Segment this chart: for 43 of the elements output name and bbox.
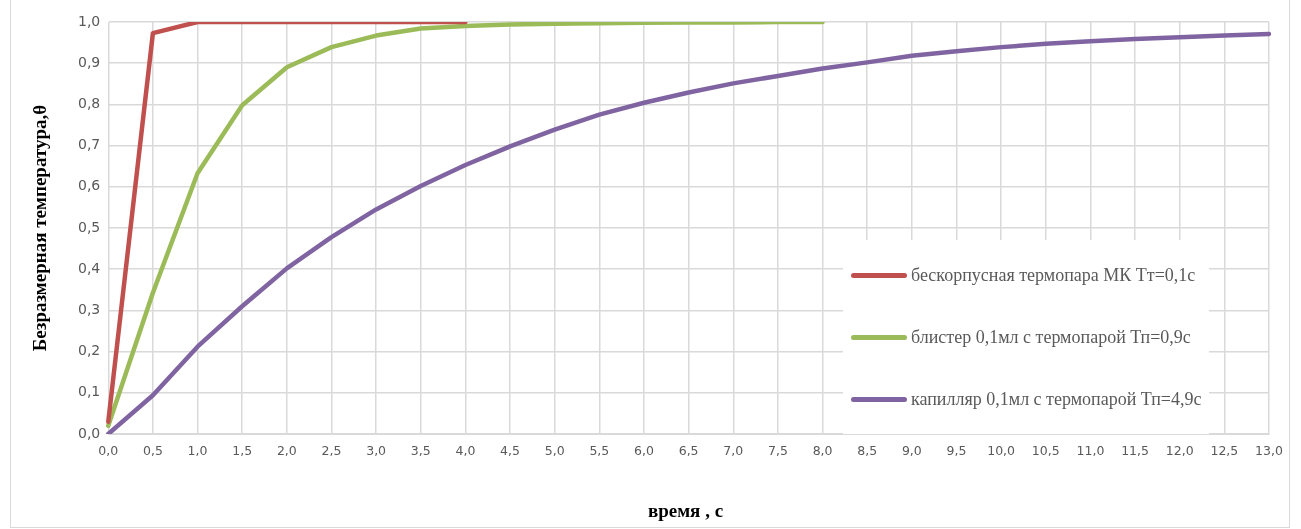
x-tick-label: 3,0 (366, 442, 387, 458)
y-tick-label: 1,0 (78, 12, 101, 29)
y-tick-label: 0,3 (78, 301, 101, 318)
y-tick-label: 0,4 (78, 259, 101, 276)
x-tick-label: 13,0 (1255, 442, 1283, 458)
x-tick-label: 11,5 (1121, 442, 1149, 458)
y-tick-label: 0,1 (78, 383, 101, 400)
legend-label: бескорпусная термопара МК Тт=0,1с (911, 264, 1196, 286)
x-tick-label: 5,5 (589, 442, 610, 458)
x-tick-label: 6,5 (678, 442, 699, 458)
x-tick-label: 10,0 (987, 442, 1016, 458)
x-tick-label: 7,0 (723, 442, 744, 458)
x-tick-label: 7,5 (767, 442, 788, 458)
x-tick-label: 8,5 (857, 442, 878, 458)
y-tick-label: 0,0 (78, 424, 101, 441)
y-tick-label: 0,7 (78, 136, 101, 153)
x-tick-label: 2,5 (321, 442, 342, 458)
x-tick-label: 1,5 (232, 442, 253, 458)
x-tick-label: 5,0 (544, 442, 565, 458)
x-tick-label: 12,0 (1165, 442, 1194, 458)
x-tick-label: 8,0 (812, 442, 833, 458)
y-tick-label: 0,8 (78, 95, 101, 112)
x-tick-label: 3,5 (410, 442, 431, 458)
x-tick-label: 9,5 (946, 442, 967, 458)
x-tick-label: 11,0 (1076, 442, 1105, 458)
x-axis-title: время , с (646, 500, 725, 522)
x-tick-label: 10,5 (1031, 442, 1060, 458)
x-tick-label: 4,5 (500, 442, 520, 458)
y-tick-label: 0,2 (78, 342, 101, 359)
legend-label: блистер 0,1мл с термопарой Тп=0,9с (911, 326, 1191, 348)
x-tick-label: 0,0 (98, 442, 119, 458)
y-tick-label: 0,6 (78, 177, 101, 194)
y-axis-title: Безразмерная температура,θ (29, 104, 52, 352)
x-tick-label: 2,0 (276, 442, 297, 458)
legend-label: капилляр 0,1мл с термопарой Тп=4,9с (911, 388, 1202, 410)
x-tick-label: 4,0 (455, 442, 476, 458)
y-tick-label: 0,5 (78, 218, 101, 235)
x-tick-label: 0,5 (142, 442, 163, 458)
x-tick-label: 9,0 (901, 442, 922, 458)
x-tick-label: 12,5 (1210, 442, 1239, 458)
x-tick-label: 6,0 (634, 442, 654, 458)
x-tick-label: 1,0 (187, 442, 208, 458)
y-tick-label: 0,9 (78, 53, 101, 70)
